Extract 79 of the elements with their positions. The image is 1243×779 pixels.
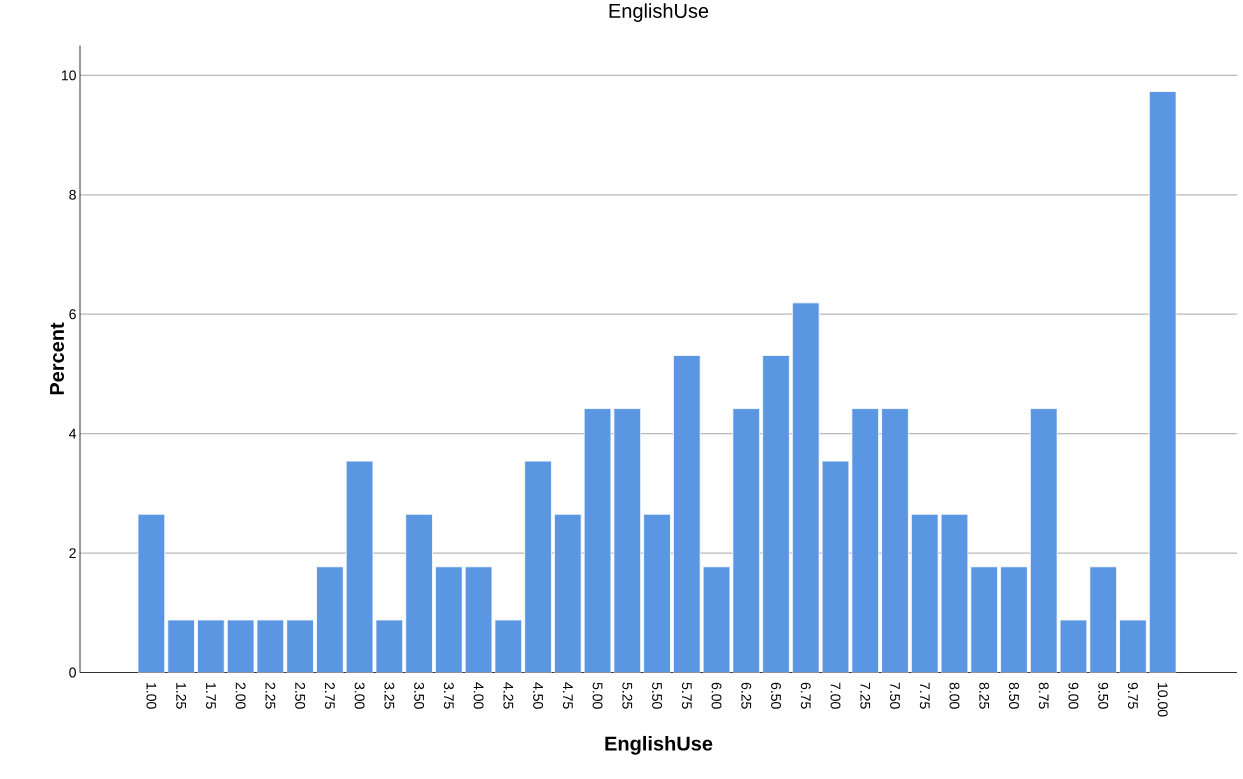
bar xyxy=(435,566,463,673)
x-tick-label: 4.00 xyxy=(473,682,484,709)
x-tick-label: 1.00 xyxy=(146,683,157,709)
bar xyxy=(226,619,255,673)
x-tick-label: 9.00 xyxy=(1068,682,1079,709)
bar xyxy=(1089,566,1117,673)
x-tick-label: 5.25 xyxy=(622,682,633,709)
x-tick-label: 6.00 xyxy=(711,682,722,709)
bar xyxy=(821,460,850,673)
bar xyxy=(554,514,582,673)
x-tick-label: 7.50 xyxy=(890,683,900,709)
bar xyxy=(673,355,701,673)
x-tick-label: 4.50 xyxy=(533,682,544,709)
bar xyxy=(1029,408,1058,673)
bar xyxy=(345,460,374,673)
x-tick-label: 7.75 xyxy=(919,683,930,709)
y-tick-label: 2 xyxy=(69,548,76,559)
x-tick-label: 6.75 xyxy=(800,682,811,709)
x-tick-label: 1.75 xyxy=(205,683,216,709)
x-tick-label: 5.50 xyxy=(652,682,663,709)
bar xyxy=(524,460,552,673)
x-axis-title: EnglishUse xyxy=(605,736,713,755)
y-tick-label: 4 xyxy=(69,429,77,439)
bar xyxy=(881,408,909,673)
bar xyxy=(464,566,493,673)
bar xyxy=(910,514,939,673)
x-tick-label: 8.75 xyxy=(1038,682,1049,709)
y-tick-label: 8 xyxy=(69,190,76,200)
x-tick-label: 2.75 xyxy=(324,682,335,709)
bar xyxy=(1148,91,1177,673)
bar xyxy=(405,514,433,673)
x-tick-label: 9.75 xyxy=(1127,682,1138,709)
x-tick-label: 8.50 xyxy=(1009,682,1019,709)
x-tick-label: 10.00 xyxy=(1157,683,1168,717)
x-tick-label: 7.00 xyxy=(830,683,841,709)
bar xyxy=(613,408,642,673)
bar xyxy=(643,514,671,673)
x-tick-label: 3.75 xyxy=(443,682,454,709)
bar xyxy=(1119,619,1147,673)
bar xyxy=(702,566,731,673)
x-tick-label: 4.25 xyxy=(503,682,514,709)
chart-title: EnglishUse xyxy=(609,3,709,23)
bar xyxy=(316,566,344,673)
x-tick-label: 2.50 xyxy=(295,682,306,709)
x-tick-label: 2.25 xyxy=(265,682,276,709)
x-tick-label: 6.50 xyxy=(771,682,781,709)
x-tick-label: 5.00 xyxy=(592,682,603,709)
x-tick-label: 5.75 xyxy=(681,682,692,709)
bar xyxy=(167,619,195,673)
bar xyxy=(970,566,999,673)
bar xyxy=(375,619,404,673)
x-tick-label: 1.25 xyxy=(176,683,187,709)
x-tick-label: 3.00 xyxy=(354,682,365,709)
y-tick-label: 0 xyxy=(69,667,76,678)
bar xyxy=(197,619,225,673)
x-tick-label: 3.50 xyxy=(414,682,425,709)
y-tick-label: 6 xyxy=(69,309,76,320)
x-tick-label: 9.50 xyxy=(1098,682,1109,709)
x-tick-label: 6.25 xyxy=(741,682,752,709)
bar xyxy=(791,302,820,673)
x-tick-label: 4.75 xyxy=(562,682,573,709)
bar xyxy=(732,408,761,673)
y-axis-title: Percent xyxy=(50,322,65,395)
x-tick-label: 3.25 xyxy=(384,682,395,709)
bar xyxy=(851,408,880,673)
bar xyxy=(762,355,790,673)
bar xyxy=(137,514,166,673)
x-tick-label: 8.00 xyxy=(949,682,960,709)
bar xyxy=(583,408,612,673)
x-tick-label: 8.25 xyxy=(979,682,990,709)
bar xyxy=(286,619,314,673)
bar xyxy=(940,514,969,673)
bar xyxy=(1000,566,1028,673)
x-tick-label: 7.25 xyxy=(860,683,871,709)
bar xyxy=(1059,619,1088,673)
bar xyxy=(256,619,285,673)
x-tick-label: 2.00 xyxy=(235,682,246,709)
y-tick-label: 10 xyxy=(61,70,76,81)
bar xyxy=(494,619,523,673)
